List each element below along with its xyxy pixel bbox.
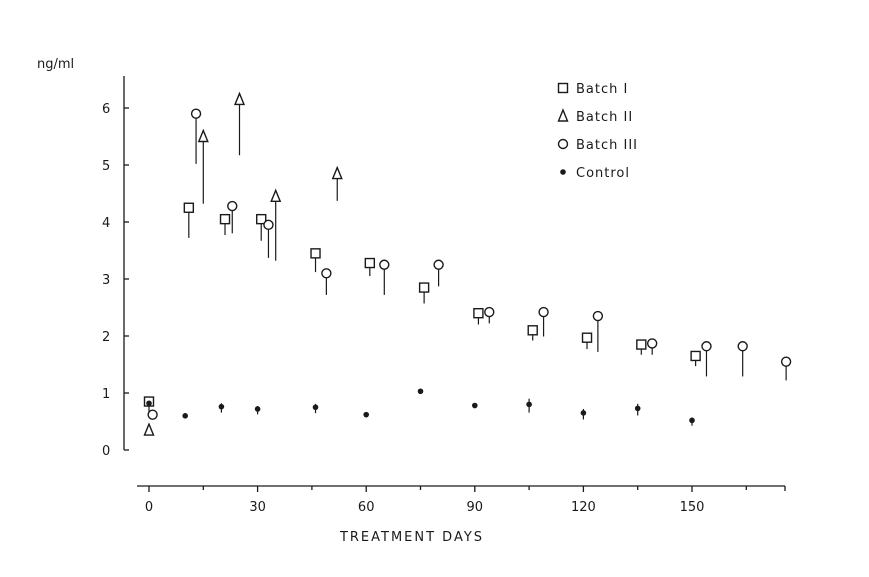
series-batch-i [143,202,701,412]
point-control [146,400,152,407]
point-batch-iii [433,259,444,270]
x-ticks: 0 30 60 90 120 150 [145,486,786,515]
point-batch-ii [331,165,343,180]
series-layer [143,91,792,436]
point-batch-i [310,248,321,259]
y-tick-label: 2 [102,330,110,345]
point-batch-i [636,339,647,350]
point-batch-iii [227,200,238,212]
y-tick-label: 1 [102,387,110,402]
x-tick-label: 0 [145,500,153,515]
point-control [182,413,188,419]
x-tick-label: 120 [571,500,596,515]
series-batch-ii [143,91,343,436]
y-tick-label: 4 [102,216,110,231]
legend-marker-batch-iii [557,138,569,150]
point-control [580,410,587,416]
point-batch-iii [379,259,390,270]
point-batch-iii [737,341,748,352]
point-batch-i [527,325,538,336]
legend-marker-control [560,169,566,175]
legend: Batch I Batch II Batch III Control [557,82,638,181]
point-batch-iii [780,356,792,367]
point-batch-iii [147,409,158,420]
point-batch-i [690,350,701,362]
legend-label: Batch III [576,138,638,153]
point-batch-iii [190,108,202,119]
legend-label: Control [576,166,630,181]
series-control [146,388,695,426]
point-control [472,402,478,409]
point-batch-iii [592,310,604,322]
legend-item-control: Control [560,166,630,181]
point-batch-ii [143,422,155,436]
legend-item-batch-ii: Batch II [557,108,633,125]
y-ticks: 0 1 2 3 4 5 6 [102,102,129,459]
y-tick-label: 6 [102,102,110,117]
y-tick-label: 0 [102,444,110,459]
point-control [218,403,225,410]
point-batch-iii [484,306,495,318]
point-batch-ii [197,128,209,143]
legend-label: Batch I [576,82,628,97]
y-tick-label: 5 [102,159,110,174]
legend-item-batch-iii: Batch III [557,138,638,153]
point-control [417,388,424,395]
point-control [526,401,532,408]
point-batch-i [418,282,430,293]
x-tick-label: 150 [680,500,705,515]
point-batch-i [256,213,267,225]
x-tick-label: 30 [249,500,266,515]
legend-marker-batch-ii [557,108,569,122]
point-batch-i [183,202,195,213]
point-control [689,417,695,424]
point-batch-i [473,308,484,319]
point-control [254,406,261,412]
point-batch-iii [538,306,549,318]
series-batch-iii [147,108,792,420]
point-control [312,404,319,411]
point-batch-iii [321,268,332,279]
point-control [634,405,641,412]
point-batch-iii [646,338,658,349]
legend-marker-batch-i [557,82,569,94]
point-batch-iii [263,219,274,231]
point-batch-ii [233,91,246,106]
legend-item-batch-i: Batch I [557,82,628,97]
x-tick-label: 60 [358,500,375,515]
x-axis-label: TREATMENT DAYS [339,530,484,545]
legend-label: Batch II [576,110,633,125]
point-control [363,411,370,418]
point-batch-ii [270,188,282,203]
x-tick-label: 90 [467,500,484,515]
y-axis-label: ng/ml [37,57,74,72]
y-tick-label: 3 [102,273,110,288]
point-batch-i [581,332,593,343]
point-batch-i [219,213,231,225]
point-batch-iii [701,341,712,352]
point-batch-i [364,257,376,269]
